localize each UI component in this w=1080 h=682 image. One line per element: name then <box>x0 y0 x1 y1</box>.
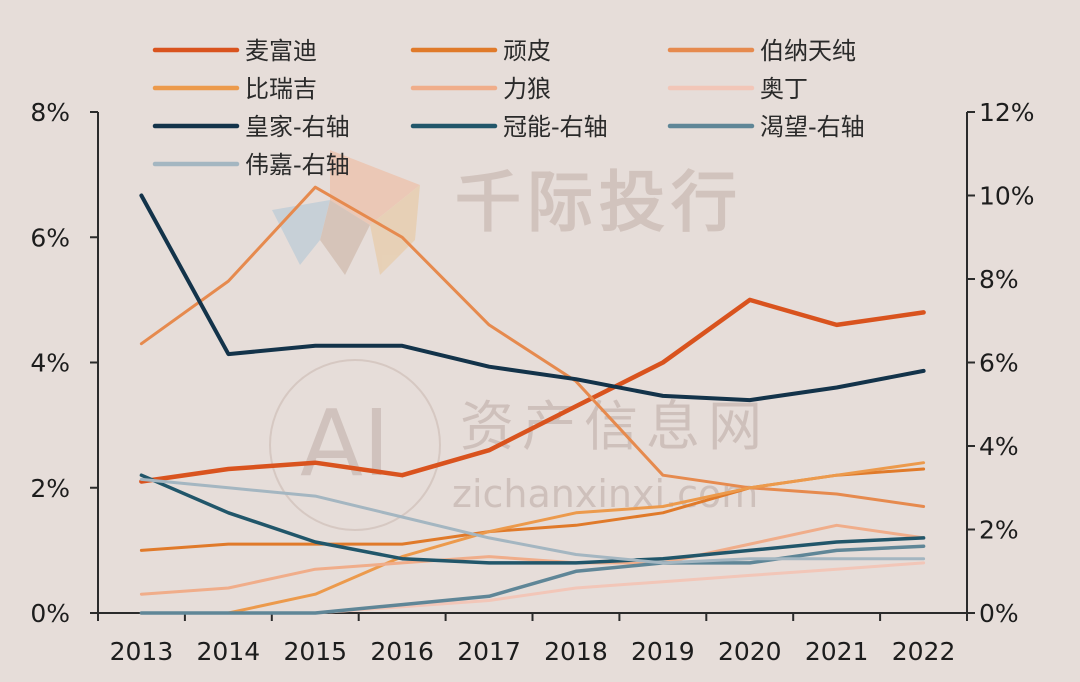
site-watermark-url: zichanxinxi.com <box>452 472 758 516</box>
axes-layer: 0% 2% 4% 6% 8% 0% 2% 4% 6% 8% 10% 12% 2013 2014 2015 20… <box>30 98 1034 666</box>
series-line <box>139 193 926 403</box>
legend-label: 比瑞吉 <box>245 75 317 103</box>
y-right-tick-label: 2% <box>979 516 1019 545</box>
legend-label: 冠能-右轴 <box>503 113 608 141</box>
y-left-tick-label: 6% <box>30 223 70 252</box>
y-right-tick-label: 8% <box>979 265 1019 294</box>
legend-label: 力狼 <box>503 75 551 103</box>
x-tick-label: 2019 <box>631 637 695 666</box>
series-line <box>139 477 926 565</box>
y-right-tick-label: 6% <box>979 349 1019 378</box>
logo-circle <box>269 359 441 531</box>
legend-label: 伟嘉-右轴 <box>245 151 350 179</box>
legend-label: 奥丁 <box>760 75 808 103</box>
logo-watermark: AI <box>300 390 390 497</box>
x-tick-label: 2017 <box>457 637 521 666</box>
y-left-tick-label: 0% <box>30 599 70 628</box>
x-tick-label: 2013 <box>110 637 174 666</box>
y-right-tick-label: 10% <box>979 182 1035 211</box>
legend-label: 皇家-右轴 <box>245 113 350 141</box>
y-right-tick-label: 0% <box>979 599 1019 628</box>
series-line <box>139 473 926 565</box>
brand-watermark: 千际投行 <box>455 164 743 241</box>
x-tick-label: 2021 <box>805 637 869 666</box>
legend-label: 麦富迪 <box>245 37 317 65</box>
site-watermark-cn: 资产信息网 <box>460 395 770 458</box>
x-tick-label: 2016 <box>370 637 434 666</box>
series-line <box>139 544 926 615</box>
legend-label: 顽皮 <box>503 37 551 65</box>
x-tick-label: 2022 <box>892 637 956 666</box>
watermark-layer: 千际投行 AI 资产信息网 zichanxinxi.com <box>269 150 770 531</box>
x-tick-label: 2018 <box>544 637 608 666</box>
y-left-tick-label: 2% <box>30 474 70 503</box>
x-tick-label: 2015 <box>283 637 347 666</box>
legend-label: 伯纳天纯 <box>760 37 856 65</box>
x-tick-label: 2014 <box>197 637 261 666</box>
series-line <box>139 523 926 596</box>
y-left-tick-label: 4% <box>30 349 70 378</box>
y-left-tick-label: 8% <box>30 98 70 127</box>
series-layer <box>139 185 926 615</box>
y-right-tick-label: 4% <box>979 432 1019 461</box>
series-line <box>139 297 926 484</box>
series-line <box>139 461 926 615</box>
y-right-tick-label: 12% <box>979 98 1035 127</box>
series-line <box>139 185 926 508</box>
legend-label: 渴望-右轴 <box>760 113 865 141</box>
x-tick-label: 2020 <box>718 637 782 666</box>
